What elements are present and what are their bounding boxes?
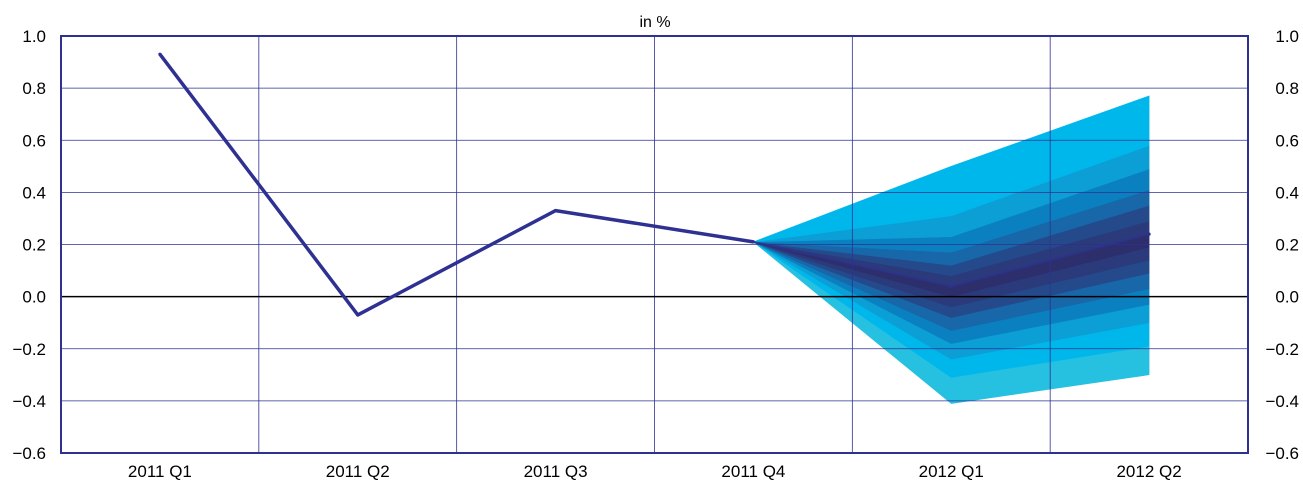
y-tick-label-right: 0.8	[1275, 79, 1299, 98]
y-tick-label-left: −0.6	[12, 444, 46, 463]
y-axis-right: 1.0 0.8 0.6 0.4 0.2 0.0 −0.2 −0.4 −0.6	[1265, 27, 1299, 463]
y-tick-label-left: 0.2	[22, 236, 46, 255]
y-tick-label-left: 0.0	[22, 288, 46, 307]
data-point	[1147, 232, 1151, 236]
y-tick-label-right: −0.6	[1265, 444, 1299, 463]
x-tick-label: 2011 Q2	[326, 462, 390, 481]
x-tick-label: 2011 Q4	[721, 462, 785, 481]
y-tick-label-right: 0.4	[1275, 183, 1299, 202]
x-tick-label: 2012 Q2	[1116, 462, 1181, 481]
x-tick-label: 2012 Q1	[919, 462, 984, 481]
y-tick-label-right: −0.4	[1265, 392, 1299, 411]
y-tick-label-right: 0.2	[1275, 236, 1299, 255]
x-tick-label: 2011 Q3	[524, 462, 588, 481]
y-axis-left: 1.0 0.8 0.6 0.4 0.2 0.0 −0.2 −0.4 −0.6	[12, 27, 46, 463]
unit-label: in %	[639, 14, 670, 31]
plot-frame	[60, 35, 1249, 454]
data-point	[949, 284, 953, 288]
x-tick-label: 2011 Q1	[128, 462, 192, 481]
y-tick-label-right: 1.0	[1275, 27, 1299, 46]
data-point	[356, 313, 360, 317]
data-point	[158, 52, 162, 56]
y-tick-label-left: 0.8	[22, 79, 46, 98]
series-line	[158, 52, 1151, 317]
data-point	[751, 240, 756, 244]
y-tick-label-right: 0.0	[1275, 288, 1299, 307]
grid	[60, 35, 1249, 454]
data-point	[553, 209, 558, 213]
y-tick-label-right: 0.6	[1275, 131, 1299, 150]
y-tick-label-left: 1.0	[22, 27, 46, 46]
y-tick-label-left: 0.6	[22, 131, 46, 150]
series-line-historical	[158, 53, 754, 317]
y-tick-label-left: 0.4	[22, 183, 46, 202]
x-axis: 2011 Q1 2011 Q2 2011 Q3 2011 Q4 2012 Q1 2012 …	[128, 462, 1182, 481]
y-tick-label-left: −0.2	[12, 340, 46, 359]
y-tick-label-right: −0.2	[1265, 340, 1299, 359]
y-tick-label-left: −0.4	[12, 392, 46, 411]
